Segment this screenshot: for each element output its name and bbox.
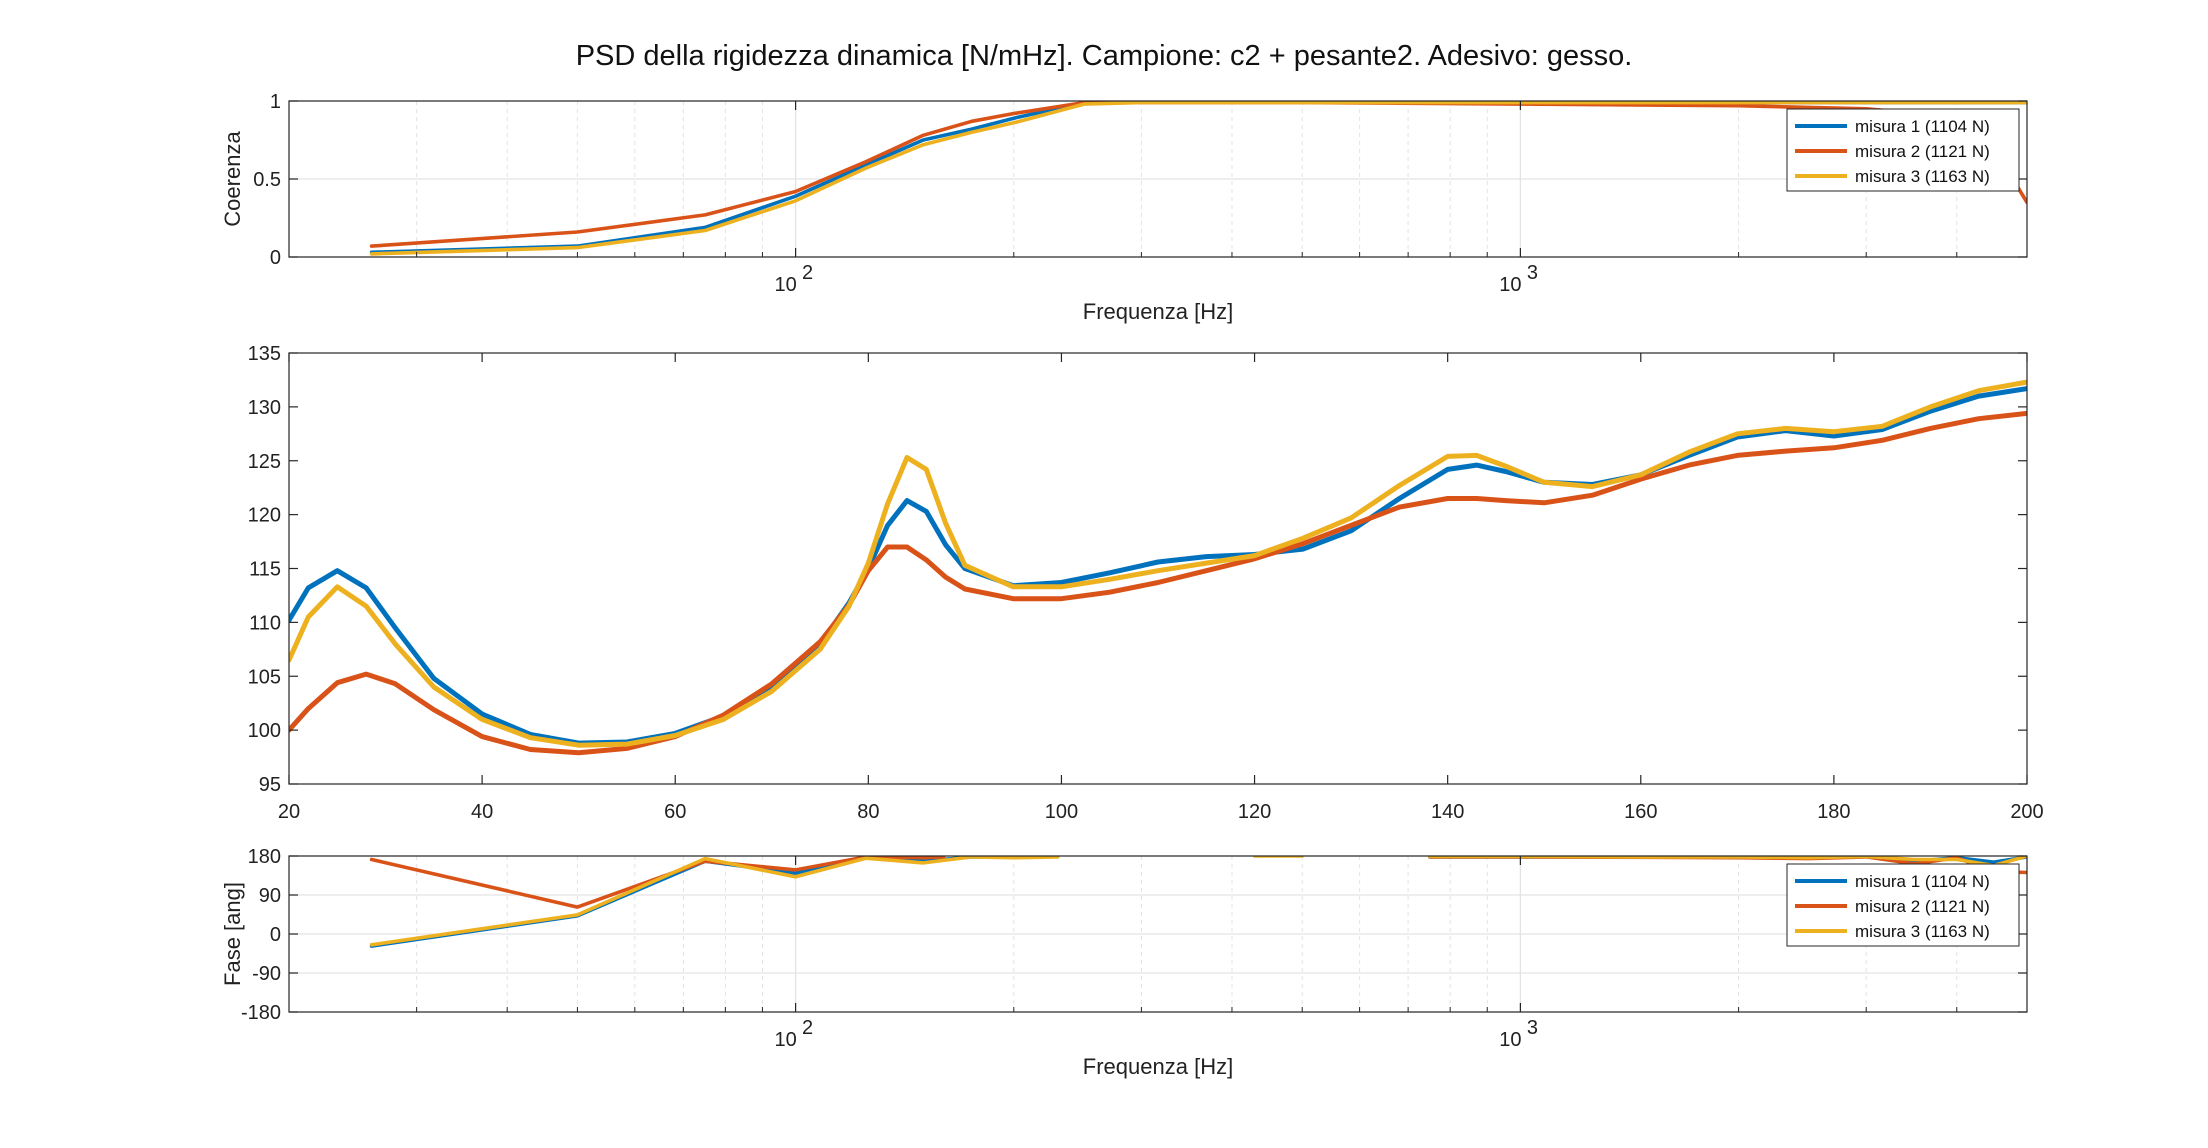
series-line-1	[289, 386, 2027, 746]
y-tick-label: 180	[248, 846, 281, 868]
x-tick-label: 80	[857, 801, 879, 823]
x-tick-label: 120	[1238, 801, 1271, 823]
x-tick-label-exponent: 3	[1527, 1017, 1538, 1039]
legend-label-2: misura 2 (1121 N)	[1855, 142, 1990, 161]
y-tick-label: 130	[248, 397, 281, 419]
y-tick-label: 1	[270, 91, 281, 113]
series-line-1	[369, 856, 1016, 948]
x-tick-label: 200	[2010, 801, 2043, 823]
y-tick-label: 105	[248, 666, 281, 688]
y-tick-label: 115	[249, 559, 281, 581]
y-tick-label: 95	[259, 774, 281, 796]
chart-panel-2: 20 40 60 80 100 120 140 160 180 200 95 100 105 110 115…	[248, 343, 2044, 823]
x-tick-label-exponent: 3	[1527, 262, 1538, 284]
x-tick-label: 40	[471, 801, 493, 823]
legend-label-3: misura 3 (1163 N)	[1855, 167, 1990, 186]
series-line-3	[1428, 856, 2027, 868]
x-tick-label: 20	[278, 801, 300, 823]
series-group	[369, 101, 2027, 256]
y-tick-label: 135	[248, 343, 281, 365]
x-tick-label: 10	[774, 1029, 796, 1051]
y-tick-label: 120	[248, 505, 281, 527]
figure-title: PSD della rigidezza dinamica [N/mHz]. Ca…	[575, 40, 1633, 72]
grid-lines	[288, 855, 2028, 1013]
legend-label-1: misura 1 (1104 N)	[1855, 872, 1990, 891]
series-line-2	[369, 101, 2027, 248]
legend-label-3: misura 3 (1163 N)	[1855, 922, 1990, 941]
x-tick-label: 140	[1431, 801, 1464, 823]
x-tick-label-exponent: 2	[802, 262, 813, 284]
y-tick-label: -90	[252, 963, 281, 985]
y-tick-label: 100	[248, 720, 281, 742]
y-axis-label: Coerenza	[220, 131, 245, 227]
legend-label-1: misura 1 (1104 N)	[1855, 117, 1990, 136]
series-group	[289, 379, 2027, 756]
y-tick-label: 0.5	[253, 169, 281, 191]
x-tick-label: 60	[664, 801, 686, 823]
y-tick-label: 0	[270, 247, 281, 269]
series-line-3	[369, 101, 2027, 256]
x-tick-label: 100	[1045, 801, 1078, 823]
y-tick-label: 125	[248, 451, 281, 473]
y-tick-label: 110	[249, 612, 281, 634]
x-tick-label: 10	[1499, 274, 1521, 296]
series-line-1	[369, 101, 2027, 255]
x-tick-label: 10	[774, 274, 796, 296]
x-tick-label: 160	[1624, 801, 1657, 823]
chart-panel-1: 10 2 10 3 0 0.5 1 Frequenza [Hz] Coerenza misura …	[220, 91, 2028, 324]
x-tick-label: 10	[1499, 1029, 1521, 1051]
series-line-2	[369, 856, 946, 909]
x-axis-label: Frequenza [Hz]	[1083, 1054, 1233, 1079]
series-group	[369, 856, 2027, 948]
y-tick-label: -180	[241, 1002, 281, 1024]
chart-panel-3: 10 2 10 3 -180 -90 0 90 180 Frequenza [Hz] Fase [a…	[220, 846, 2028, 1079]
y-tick-label: 0	[270, 924, 281, 946]
legend-label-2: misura 2 (1121 N)	[1855, 897, 1990, 916]
x-axis-label: Frequenza [Hz]	[1083, 299, 1233, 324]
legend: misura 1 (1104 N) misura 2 (1121 N) misura…	[1786, 863, 2020, 947]
x-tick-label-exponent: 2	[802, 1017, 813, 1039]
series-line-3	[369, 856, 1060, 947]
series-line-2	[289, 410, 2027, 756]
x-tick-label: 180	[1817, 801, 1850, 823]
y-tick-label: 90	[259, 885, 281, 907]
y-axis-label: Fase [ang]	[220, 882, 245, 986]
legend: misura 1 (1104 N) misura 2 (1121 N) misura…	[1786, 108, 2020, 192]
series-line-3	[289, 379, 2027, 748]
